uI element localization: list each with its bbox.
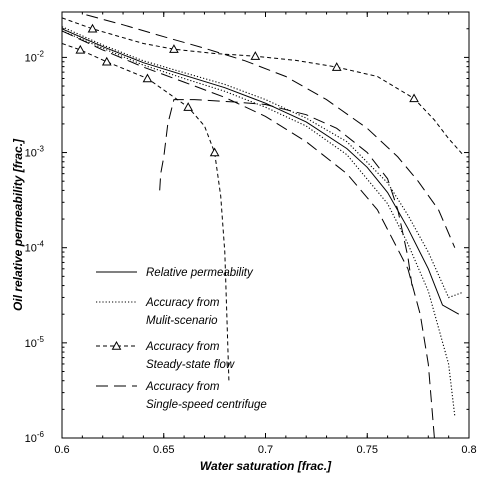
legend-label: Relative permeability (146, 267, 254, 279)
y-tick-base: 10 (25, 338, 37, 350)
series-line-7 (62, 30, 435, 438)
series-line-8 (159, 99, 413, 286)
series-marker-4-3 (250, 51, 261, 60)
plot-frame (61, 11, 470, 439)
series-layer (62, 14, 464, 438)
y-tick-label: 10-2 (25, 49, 45, 64)
y-tick-base: 10 (25, 243, 37, 255)
y-tick-exponent: -2 (37, 49, 45, 58)
series-marker-5-4 (183, 102, 194, 111)
x-tick-label: 0.65 (153, 444, 174, 456)
y-tick-label: 10-4 (25, 240, 45, 255)
y-tick-base: 10 (25, 52, 37, 64)
legend-label: Accuracy from (145, 381, 220, 393)
series-marker-5-5 (209, 147, 220, 157)
series-line-6 (86, 14, 456, 248)
y-tick-exponent: -4 (37, 240, 45, 249)
series-marker-4-1 (87, 23, 98, 33)
y-tick-label: 10-6 (25, 430, 45, 445)
legend-label: Accuracy from (145, 341, 220, 353)
y-tick-base: 10 (25, 148, 37, 160)
legend-label: Steady-state flow (146, 359, 235, 371)
series-marker-5-3 (142, 73, 153, 83)
y-tick-exponent: -5 (37, 335, 45, 344)
series-line-5 (62, 43, 230, 381)
legend-label: Accuracy from (145, 297, 220, 309)
legend-label: Single-speed centrifuge (146, 399, 267, 411)
series-line-3 (62, 30, 456, 417)
y-axis-title: Oil relative permeability [frac.] (11, 138, 25, 311)
series-marker-5-2 (101, 56, 112, 66)
y-tick-label: 10-5 (25, 335, 45, 350)
x-axis-title: Water saturation [frac.] (200, 459, 332, 473)
legend: Relative permeability Accuracy from Mulit-… (96, 267, 267, 411)
y-tick-exponent: -6 (37, 430, 45, 439)
series-marker-4-4 (331, 62, 342, 71)
x-tick-label: 0.7 (258, 444, 273, 456)
series-line-4 (62, 17, 464, 156)
x-tick-label: 0.8 (461, 444, 476, 456)
legend-marker-3 (111, 340, 122, 350)
legend-label: Mulit-scenario (146, 315, 218, 327)
y-tick-base: 10 (25, 433, 37, 445)
x-tick-label: 0.75 (357, 444, 378, 456)
series-line-1 (62, 28, 460, 315)
series-marker-5-1 (75, 44, 86, 54)
y-tick-label: 10-3 (25, 145, 45, 160)
y-tick-exponent: -3 (37, 145, 45, 154)
series-marker-4-5 (409, 93, 419, 103)
ticks-layer: 0.6 0.65 0.7 0.75 0.810-610-510-410-310-2 (25, 11, 477, 456)
series-marker-4-2 (169, 44, 179, 53)
x-tick-label: 0.6 (54, 444, 69, 456)
